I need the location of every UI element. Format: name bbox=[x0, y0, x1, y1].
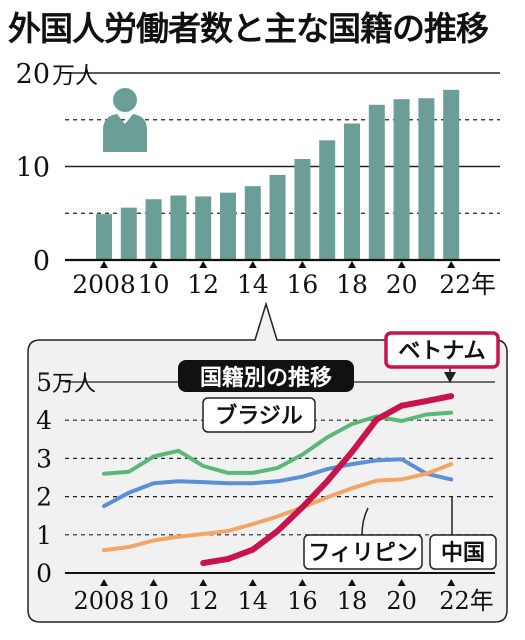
page-title: 外国人労働者数と主な国籍の推移 bbox=[8, 9, 489, 48]
bar-x-tick-mark bbox=[248, 261, 257, 268]
bar-x-tick-mark bbox=[348, 261, 356, 268]
line-y-tick-label: 2 bbox=[36, 483, 52, 512]
bar-x-tick-label: 14 bbox=[237, 270, 269, 299]
line-x-tick-mark bbox=[298, 579, 307, 586]
person-icon-body bbox=[103, 114, 147, 152]
series-line-philippines bbox=[102, 462, 454, 553]
line-y-tick-label: 0 bbox=[36, 559, 52, 588]
line-x-tick-mark bbox=[397, 579, 406, 586]
bar bbox=[195, 196, 212, 260]
line-x-tick-label: 2008 bbox=[73, 587, 134, 615]
bar bbox=[145, 199, 162, 260]
bar bbox=[170, 195, 187, 260]
legend-vietnam-arrow bbox=[444, 372, 456, 383]
bar-x-tick-label: 22年 bbox=[439, 270, 496, 299]
line-x-tick-label: 10 bbox=[138, 587, 169, 615]
person-icon-head bbox=[113, 88, 137, 112]
legend-brazil-box bbox=[202, 397, 316, 433]
line-y-unit: 万人 bbox=[52, 372, 96, 397]
bar-y-tick-label: 0 bbox=[33, 246, 50, 277]
bar bbox=[418, 98, 435, 261]
legend-philippines-leader bbox=[361, 507, 369, 536]
inset-heading: 国籍別の推移 bbox=[200, 365, 332, 391]
legend-vietnam: ベトナム bbox=[384, 331, 500, 378]
line-x-tick-label: 20 bbox=[386, 587, 417, 615]
line-y-tick-label: 5 bbox=[36, 368, 52, 397]
line-x-tick-mark bbox=[199, 579, 208, 586]
line-x-tick-mark bbox=[348, 579, 356, 586]
bar bbox=[368, 104, 385, 260]
bar bbox=[294, 159, 311, 260]
legend-brazil: ブラジル bbox=[202, 397, 316, 433]
bar-x-tick-mark bbox=[199, 261, 208, 268]
line-x-tick-label: 16 bbox=[287, 587, 318, 615]
inset-heading-bg bbox=[178, 360, 354, 392]
bar bbox=[96, 214, 112, 260]
line-x-tick-mark bbox=[100, 579, 108, 586]
bar bbox=[393, 99, 410, 261]
bar-x-tick-label: 10 bbox=[138, 270, 170, 299]
line-x-tick-mark bbox=[447, 579, 456, 586]
legend-philippines-box bbox=[303, 534, 423, 570]
bar bbox=[120, 207, 137, 260]
bar-x-tick-label: 12 bbox=[187, 270, 219, 299]
bar-x-tick-mark bbox=[149, 261, 158, 268]
bar-y-unit: 万人 bbox=[52, 63, 98, 89]
bar bbox=[319, 140, 336, 260]
legend-vietnam-box bbox=[384, 331, 500, 369]
bar-x-tick-mark bbox=[100, 261, 108, 268]
legend-china-box bbox=[429, 534, 497, 570]
bar bbox=[344, 123, 360, 261]
series-line-china bbox=[102, 457, 454, 509]
legend-philippines-text: フィリピン bbox=[308, 541, 418, 566]
line-x-tick-label: 12 bbox=[188, 587, 219, 615]
bar bbox=[244, 186, 261, 260]
bar bbox=[220, 192, 236, 260]
line-y-tick-label: 4 bbox=[36, 406, 52, 435]
person-icon bbox=[103, 88, 147, 152]
legend-vietnam-text: ベトナム bbox=[398, 339, 485, 364]
line-x-tick-mark bbox=[149, 579, 158, 586]
legend-china: 中国 bbox=[429, 497, 497, 570]
bar-x-tick-label: 16 bbox=[286, 270, 318, 299]
legend-china-text: 中国 bbox=[441, 541, 485, 566]
legend-philippines: フィリピン bbox=[303, 507, 423, 570]
line-x-tick-label: 22年 bbox=[439, 587, 494, 615]
line-x-tick-label: 18 bbox=[337, 587, 368, 615]
bar-x-tick-mark bbox=[397, 261, 406, 268]
legend-brazil-text: ブラジル bbox=[215, 403, 303, 429]
series-line-brazil bbox=[102, 410, 454, 476]
line-y-tick-label: 1 bbox=[36, 521, 52, 550]
bar-x-tick-label: 18 bbox=[336, 270, 368, 299]
bar-x-tick-label: 2008 bbox=[72, 270, 136, 299]
series-line-vietnam bbox=[200, 393, 455, 567]
bar-x-tick-mark bbox=[298, 261, 307, 268]
line-x-tick-mark bbox=[248, 579, 257, 586]
bar bbox=[443, 89, 460, 260]
line-x-tick-label: 14 bbox=[238, 587, 269, 615]
bar bbox=[269, 174, 286, 260]
bar-y-tick-label: 20 bbox=[16, 59, 50, 90]
bar-x-tick-mark bbox=[447, 261, 456, 268]
bar-y-tick-label: 10 bbox=[16, 153, 50, 184]
bar-x-tick-label: 20 bbox=[386, 270, 418, 299]
line-y-tick-label: 3 bbox=[36, 444, 52, 473]
